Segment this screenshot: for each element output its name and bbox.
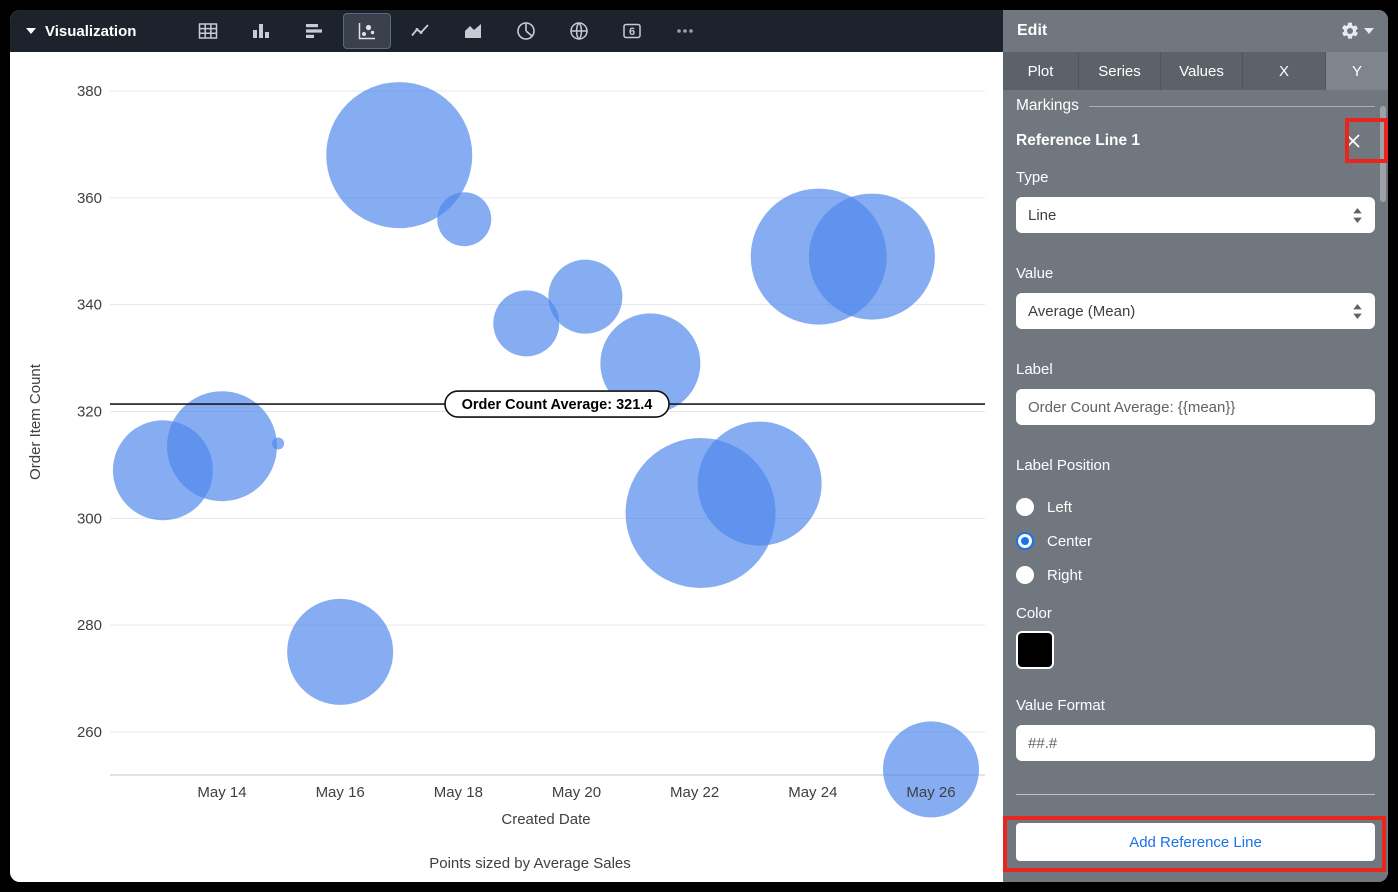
select-arrows-icon bbox=[1353, 207, 1362, 223]
settings-menu-button[interactable] bbox=[1340, 21, 1374, 41]
svg-text:May 16: May 16 bbox=[316, 784, 365, 801]
svg-text:May 18: May 18 bbox=[434, 784, 483, 801]
label-position-group: Left Center Right bbox=[1016, 490, 1375, 592]
svg-text:340: 340 bbox=[77, 297, 102, 314]
label-position-label: Label Position bbox=[1016, 457, 1111, 474]
markings-section-label: Markings bbox=[1016, 97, 1079, 114]
svg-text:Points sized by Average Sales: Points sized by Average Sales bbox=[429, 855, 631, 872]
svg-text:May 24: May 24 bbox=[788, 784, 837, 801]
svg-text:260: 260 bbox=[77, 724, 102, 741]
toolbar-title: Visualization bbox=[45, 22, 137, 40]
edit-panel-body: Markings Reference Line 1 Type Line Valu… bbox=[1003, 90, 1388, 882]
edit-tabs: Plot Series Values X Y bbox=[1003, 52, 1388, 90]
number-chart-icon[interactable]: 6 bbox=[608, 13, 656, 49]
reference-line-title: Reference Line 1 bbox=[1016, 132, 1141, 149]
panel-title: Edit bbox=[1017, 22, 1048, 39]
svg-text:May 14: May 14 bbox=[197, 784, 246, 801]
radio-option-right[interactable]: Right bbox=[1016, 558, 1375, 592]
section-divider bbox=[1088, 105, 1375, 107]
label-input[interactable] bbox=[1016, 389, 1375, 425]
edit-panel-header: Edit bbox=[1003, 10, 1388, 52]
svg-text:May 26: May 26 bbox=[906, 784, 955, 801]
edit-panel: Edit Plot Series Values X Y Markings Ref… bbox=[1003, 10, 1388, 882]
svg-text:Order Item Count: Order Item Count bbox=[27, 363, 44, 480]
panel-scrollbar[interactable] bbox=[1380, 106, 1386, 202]
radio-icon[interactable] bbox=[1016, 532, 1034, 550]
scatter-chart-icon[interactable] bbox=[343, 13, 392, 49]
type-label: Type bbox=[1016, 169, 1049, 186]
value-select[interactable]: Average (Mean) bbox=[1016, 293, 1375, 329]
value-format-label: Value Format bbox=[1016, 697, 1105, 714]
radio-icon[interactable] bbox=[1016, 566, 1034, 584]
visualization-pane: Visualization bbox=[10, 10, 1003, 882]
visualization-dropdown[interactable]: Visualization bbox=[26, 23, 136, 40]
pie-chart-icon[interactable] bbox=[502, 13, 550, 49]
svg-text:May 22: May 22 bbox=[670, 784, 719, 801]
tab-y[interactable]: Y bbox=[1326, 52, 1388, 90]
radio-icon[interactable] bbox=[1016, 498, 1034, 516]
value-label: Value bbox=[1016, 265, 1054, 282]
visualization-toolbar: Visualization bbox=[10, 10, 1003, 52]
tab-values[interactable]: Values bbox=[1161, 52, 1243, 90]
svg-text:360: 360 bbox=[77, 190, 102, 207]
radio-option-center[interactable]: Center bbox=[1016, 524, 1375, 558]
gear-icon bbox=[1342, 22, 1358, 39]
svg-text:Created Date: Created Date bbox=[501, 811, 590, 828]
svg-text:380: 380 bbox=[77, 83, 102, 100]
label-label: Label bbox=[1016, 361, 1053, 378]
table-icon[interactable] bbox=[184, 13, 232, 49]
color-label: Color bbox=[1016, 605, 1052, 622]
type-select[interactable]: Line bbox=[1016, 197, 1375, 233]
row-chart-icon[interactable] bbox=[290, 13, 338, 49]
chevron-down-icon bbox=[1364, 28, 1374, 34]
chart-type-icons: 6 bbox=[184, 13, 709, 49]
svg-text:320: 320 bbox=[77, 404, 102, 421]
chevron-down-icon bbox=[26, 28, 36, 34]
tab-plot[interactable]: Plot bbox=[1003, 52, 1079, 90]
bar-chart-icon[interactable] bbox=[237, 13, 285, 49]
tab-series[interactable]: Series bbox=[1079, 52, 1161, 90]
area-chart-icon[interactable] bbox=[449, 13, 497, 49]
close-reference-line-button[interactable] bbox=[1337, 125, 1369, 157]
app-window: Visualization bbox=[10, 10, 1388, 882]
svg-text:280: 280 bbox=[77, 617, 102, 634]
line-chart-icon[interactable] bbox=[396, 13, 444, 49]
svg-text:300: 300 bbox=[77, 510, 102, 527]
panel-divider bbox=[1016, 794, 1375, 795]
add-reference-line-button[interactable]: Add Reference Line bbox=[1016, 823, 1375, 861]
close-icon bbox=[1346, 134, 1360, 148]
svg-text:May 20: May 20 bbox=[552, 784, 601, 801]
more-icon[interactable] bbox=[661, 13, 709, 49]
select-arrows-icon bbox=[1353, 303, 1362, 319]
svg-text:6: 6 bbox=[629, 26, 635, 38]
svg-text:Order Count Average: 321.4: Order Count Average: 321.4 bbox=[462, 397, 653, 413]
bubble-chart-svg: 260 280 300 320 340 360 380 Order Count Average… bbox=[27, 82, 985, 872]
map-chart-icon[interactable] bbox=[555, 13, 603, 49]
tab-x[interactable]: X bbox=[1243, 52, 1326, 90]
bubble-chart[interactable]: 260 280 300 320 340 360 380 Order Count Average… bbox=[10, 52, 1003, 882]
radio-option-left[interactable]: Left bbox=[1016, 490, 1375, 524]
value-format-input[interactable] bbox=[1016, 725, 1375, 761]
color-swatch[interactable] bbox=[1016, 631, 1054, 669]
